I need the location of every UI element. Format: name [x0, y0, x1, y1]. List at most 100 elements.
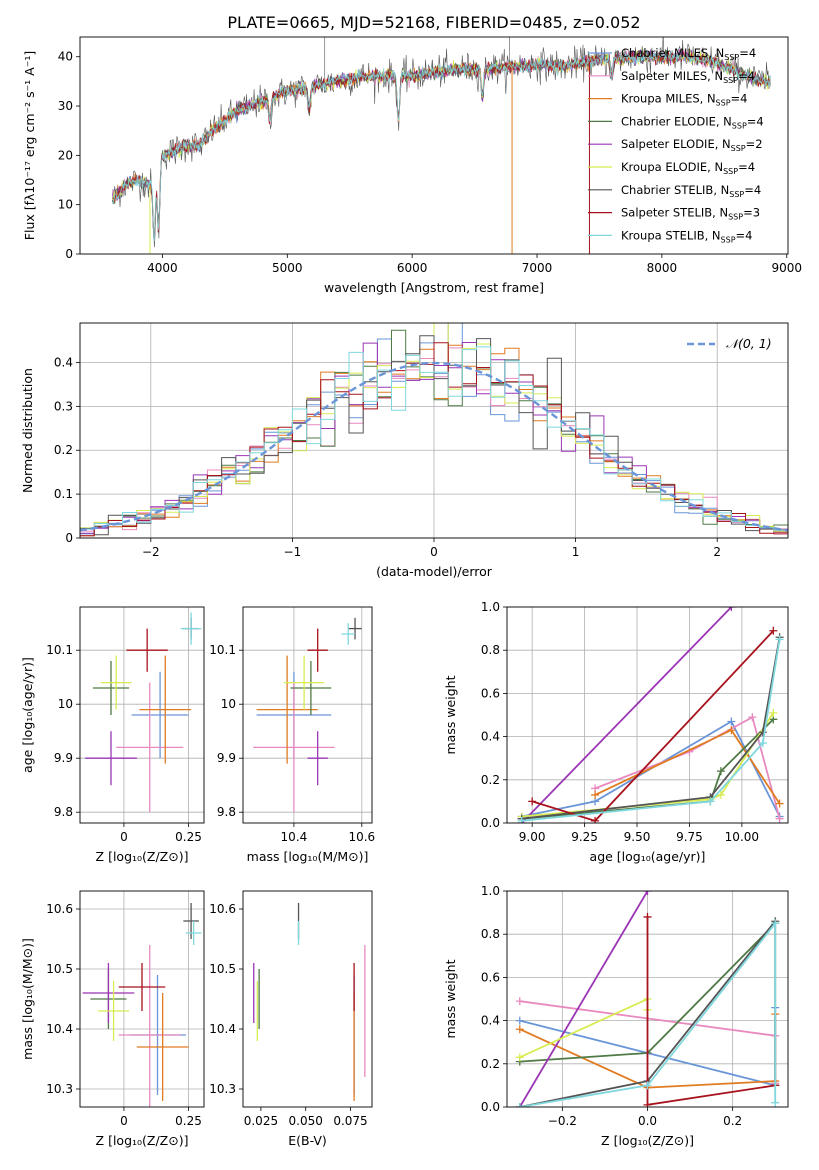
errorbar-point-kroupa-elodie: [283, 655, 325, 710]
series-line: [521, 639, 781, 822]
series-marker: [643, 912, 652, 921]
reference-normal-curve: [80, 361, 788, 532]
series-marker: [769, 626, 778, 635]
tick-label-x: 9.50: [624, 830, 651, 844]
series-marker: [758, 728, 767, 737]
series-marker: [716, 767, 725, 776]
tick-label-y: 10.3: [46, 1082, 73, 1096]
axes-frame: [79, 606, 205, 824]
series-line: [521, 607, 733, 823]
tick-label-y: 1.0: [481, 600, 500, 614]
tick-label-y: 10.4: [209, 1022, 236, 1036]
tick-label-y: 0.3: [54, 399, 73, 413]
series-marker: [727, 717, 736, 726]
errorbar-point-kroupa-elodie: [98, 981, 130, 1041]
legend-entry-salpeter-stelib: Salpeter STELIB, NSSP=3: [621, 206, 760, 222]
series-marker: [643, 891, 652, 895]
tick-label-y: 9.8: [217, 805, 236, 819]
errorbar-point-salpeter-elodie: [85, 731, 137, 786]
tick-label-x: 9.00: [519, 830, 546, 844]
tick-label-x: 0: [430, 545, 438, 559]
axis-label-y: Flux [fλ10⁻¹⁷ erg cm⁻² s⁻¹ A⁻¹]: [22, 51, 37, 240]
axis-label-x: age [log₁₀(age/yr)]: [590, 849, 706, 864]
errorbar-point-kroupa-elodie: [100, 655, 132, 710]
tick-label-y: 0.2: [481, 1057, 500, 1071]
errorbar-point-kroupa-miles: [256, 655, 318, 764]
errorbar-point-kroupa-stelib: [341, 623, 356, 645]
errorbar-point-chabrier-elodie: [92, 661, 130, 715]
plot-area-residuals: [80, 323, 788, 538]
series-marker: [591, 790, 600, 799]
tick-label-y: 10.3: [209, 1082, 236, 1096]
tick-label-y: 9.9: [54, 751, 73, 765]
errorbar-point-chabrier-stelib: [348, 617, 362, 640]
tick-label-y: 10: [221, 697, 236, 711]
plot-area-mass-vs-ebv: [253, 903, 366, 1101]
tick-label-x: 8000: [647, 261, 678, 275]
tick-label-x: 5000: [272, 261, 303, 275]
axis-label-x: mass [log₁₀(M/M⊙)]: [247, 849, 369, 864]
legend-entry-kroupa-stelib: Kroupa STELIB, NSSP=4: [621, 228, 752, 244]
series-marker: [515, 1016, 524, 1025]
tick-label-x: 0.025: [244, 1114, 278, 1128]
series-marker: [706, 797, 715, 806]
errorbar-point-salpeter-elodie: [82, 963, 135, 1023]
legend-entry-chabrier-miles: Chabrier MILES, NSSP=4: [621, 46, 756, 62]
legend-entry-salpeter-elodie: Salpeter ELODIE, NSSP=2: [621, 137, 763, 153]
tick-label-x: −0.2: [548, 1114, 577, 1128]
tick-label-y: 0: [65, 247, 73, 261]
axis-label-x: E(B-V): [288, 1133, 327, 1148]
tick-label-y: 1.0: [481, 884, 500, 898]
tick-label-y: 0: [65, 531, 73, 545]
series-marker: [716, 790, 725, 799]
series-marker: [771, 919, 780, 928]
tick-label-y: 0.8: [481, 643, 500, 657]
series-kroupa-stelib: [517, 635, 784, 823]
axis-label-y: mass weight: [443, 959, 458, 1038]
errorbar-point-salpeter-miles: [253, 682, 335, 813]
legend-spectrum: Chabrier MILES, NSSP=4 Salpeter MILES, NS…: [588, 46, 764, 244]
series-salpeter-stelib: [643, 912, 780, 1107]
tick-label-x: 9000: [771, 261, 802, 275]
legend-entry-salpeter-miles: Salpeter MILES, NSSP=4: [621, 69, 755, 85]
errorbar-point-salpeter-stelib: [126, 628, 168, 672]
series-marker: [775, 799, 784, 808]
axes-age-vs-Z: 0 0.25 9.8 9.9 10 10.1 Z [log₁₀(Z/Z⊙)] age [log…: [20, 606, 205, 864]
tick-label-x: 9.75: [676, 830, 703, 844]
tick-label-y: 10.6: [46, 902, 73, 916]
tick-label-y: 0.4: [481, 730, 500, 744]
axes-frame: [79, 322, 789, 539]
tick-label-x: 10.6: [348, 830, 375, 844]
tick-label-x: 0.2: [723, 1114, 742, 1128]
axes-frame: [506, 890, 789, 1108]
series-marker: [771, 1098, 780, 1107]
errorbar-point-salpeter-elodie: [307, 731, 328, 786]
tick-label-y: 0.2: [481, 773, 500, 787]
tick-label-y: 0.4: [54, 355, 73, 369]
series-marker: [727, 726, 736, 735]
tick-label-y: 0.6: [481, 970, 500, 984]
series-line: [521, 718, 774, 820]
tick-label-y: 10.5: [46, 962, 73, 976]
tick-label-y: 9.8: [54, 805, 73, 819]
plot-area-spectrum: [112, 37, 771, 254]
axes-frame: [506, 606, 789, 824]
tick-label-x: 2: [713, 545, 721, 559]
axes-age-vs-mass: 10.4 10.6 9.8 9.9 10 10.1 mass [log₁₀(M/M⊙)]: [209, 606, 375, 864]
axis-label-y: age [log₁₀(age/yr)]: [20, 657, 35, 773]
series-marker: [748, 713, 757, 722]
tick-label-x: 10.00: [725, 830, 759, 844]
series-marker: [775, 635, 784, 644]
errorbar-point-salpeter-miles: [118, 945, 181, 1107]
tick-label-y: 0.4: [481, 1014, 500, 1028]
spectrum-model-kroupa-stelib: [112, 52, 771, 242]
axis-label-y: Normed distribution: [20, 368, 35, 493]
tick-label-y: 30: [58, 99, 73, 113]
legend-entry-chabrier-stelib: Chabrier STELIB, NSSP=4: [621, 183, 761, 199]
tick-label-x: −2: [142, 545, 160, 559]
errorbar-point-kroupa-stelib: [185, 921, 202, 945]
legend-entry-chabrier-elodie: Chabrier ELODIE, NSSP=4: [621, 114, 764, 130]
axis-label-x: Z [log₁₀(Z/Z⊙)]: [601, 1133, 694, 1148]
errorbar-point-salpeter-stelib: [118, 963, 166, 1011]
